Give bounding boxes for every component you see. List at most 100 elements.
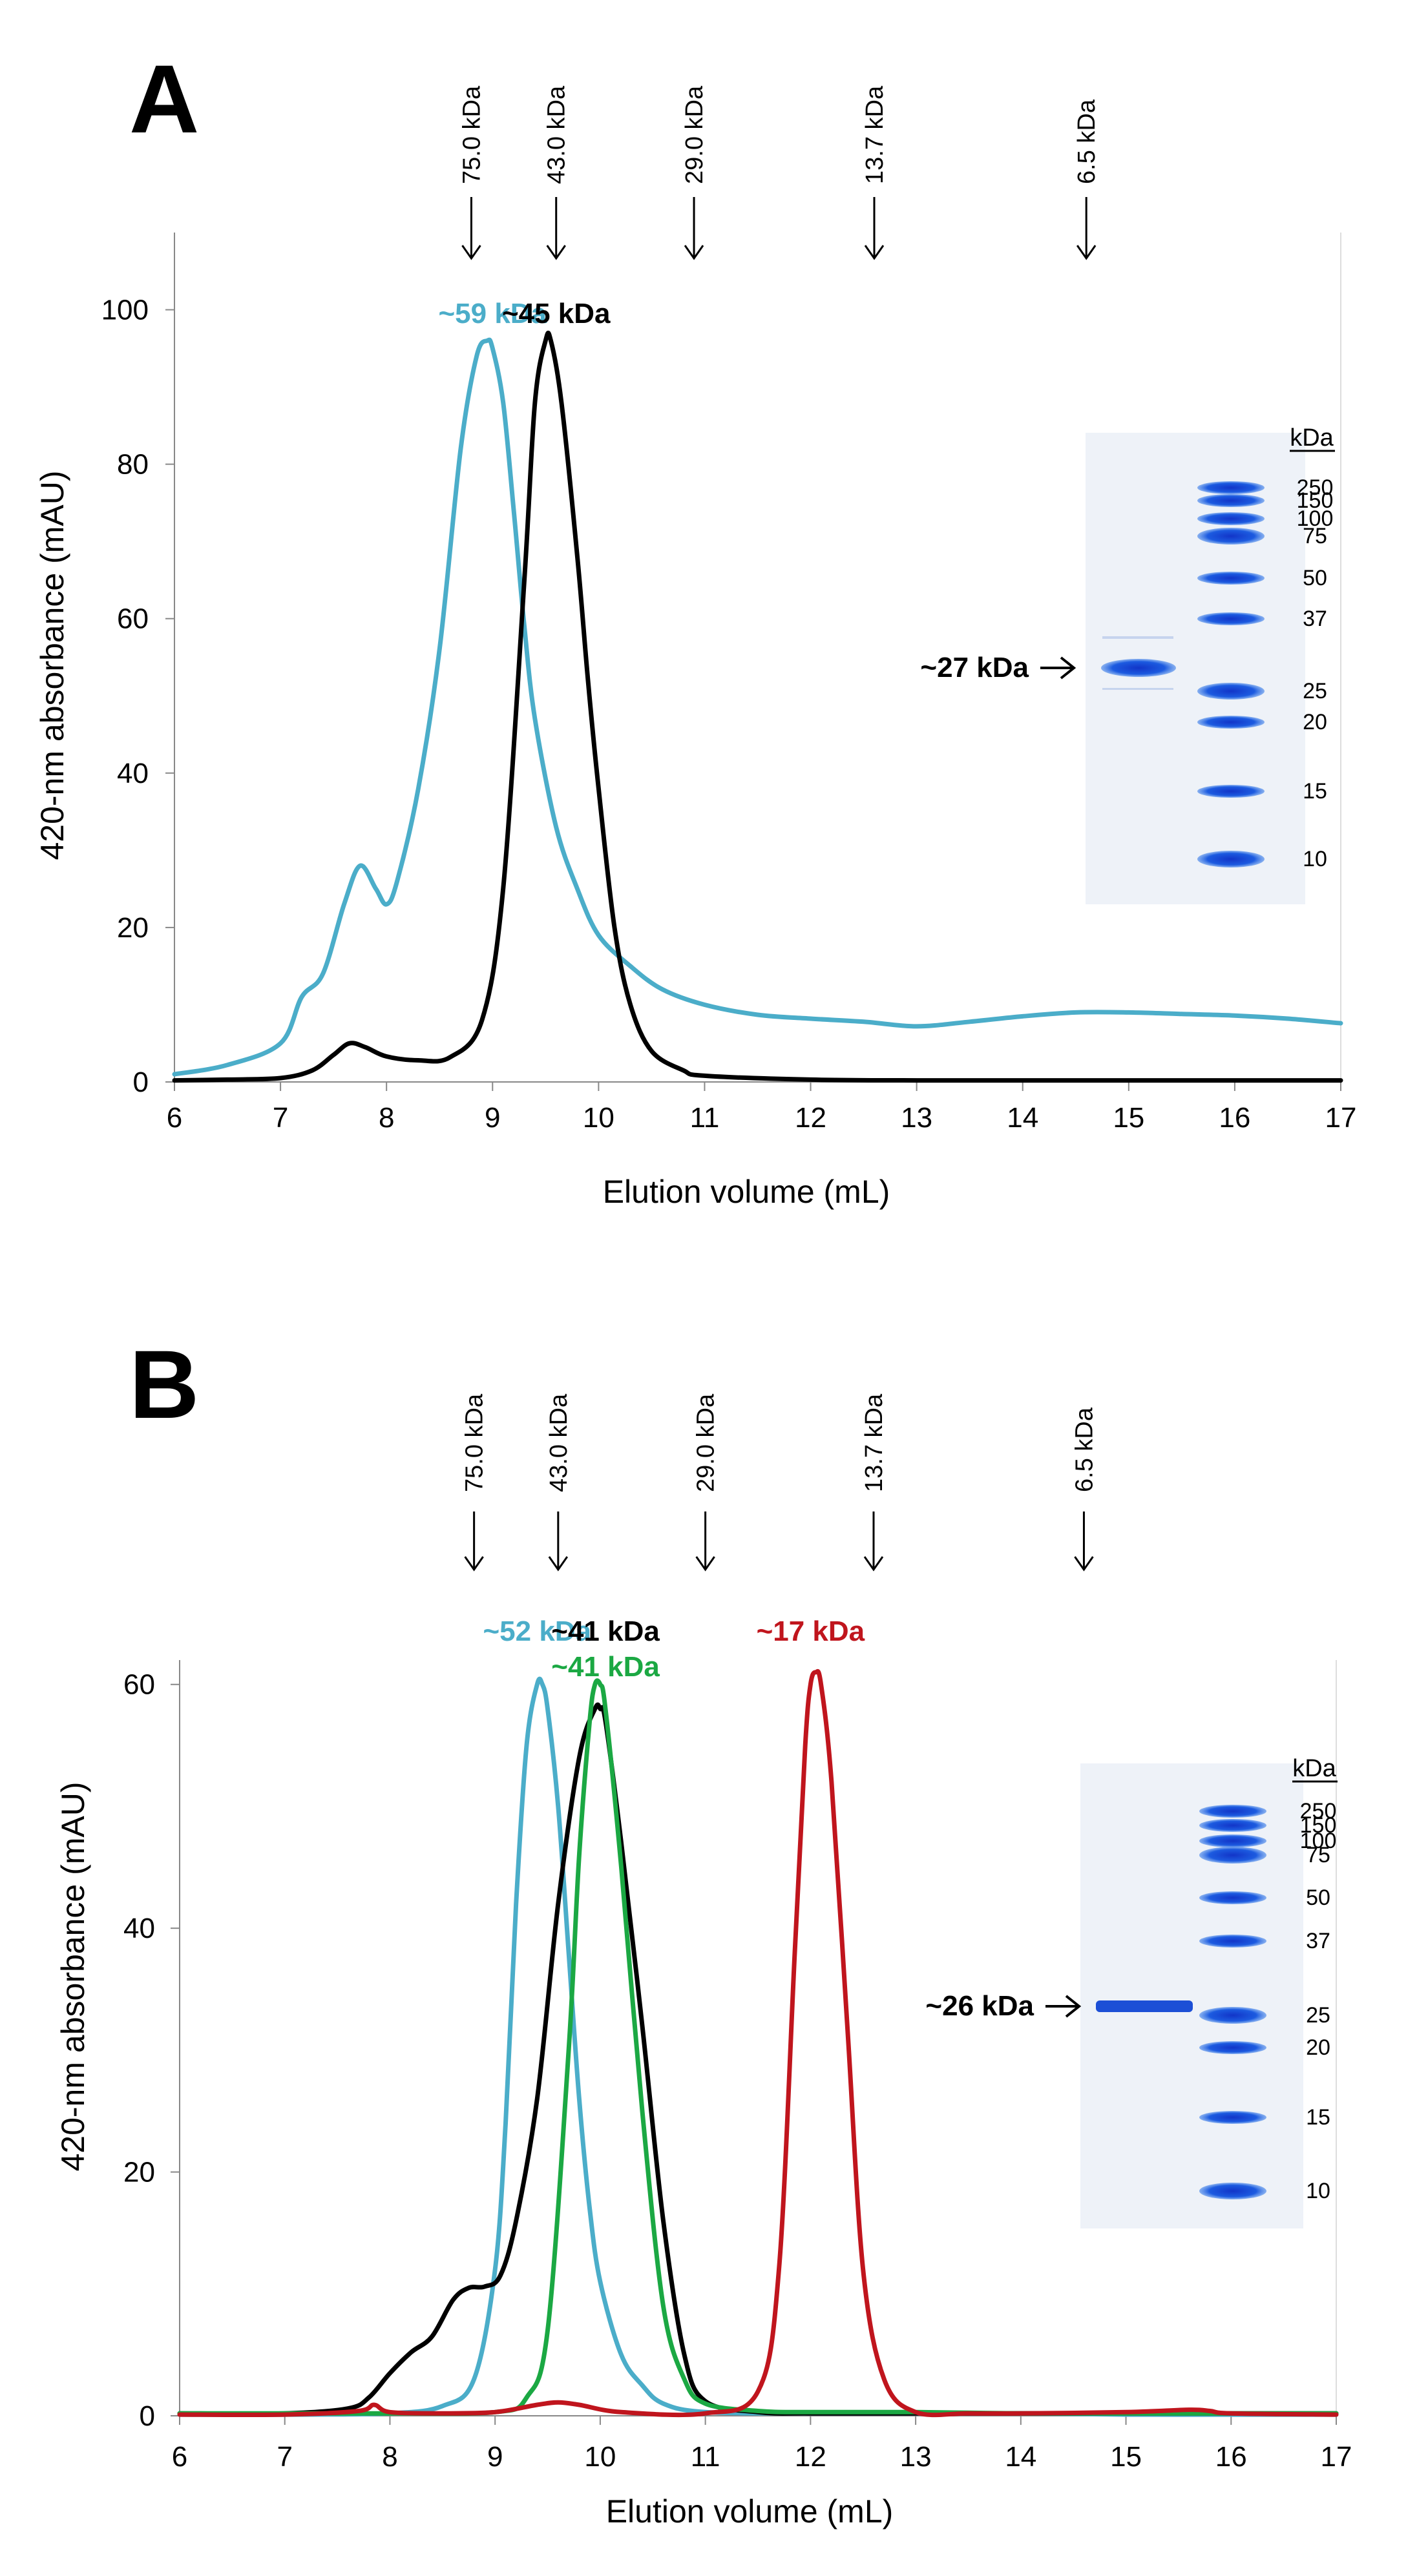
ladder-label: 100	[1297, 506, 1334, 531]
ladder-label: 250	[1300, 1799, 1337, 1823]
x-tick-label: 9	[485, 1102, 500, 1134]
gel-faint-band	[1102, 688, 1173, 690]
x-tick-label: 13	[900, 2441, 932, 2473]
ladder-label: 15	[1306, 2105, 1330, 2130]
ladder-label: 250	[1297, 475, 1334, 500]
x-tick-label: 10	[583, 1102, 614, 1134]
ladder-band	[1197, 528, 1265, 545]
panel-a-size-markers: 75.0 kDa 43.0 kDa 29.0 kDa 13.7 kDa 6.5 kDa	[458, 85, 1100, 260]
y-tick-label: 20	[123, 2157, 155, 2188]
y-tick-label: 0	[133, 1066, 149, 1098]
ladder-band	[1197, 716, 1265, 729]
ladder-band	[1199, 1847, 1266, 1864]
series-line	[177, 1678, 1339, 2416]
gel-kda-title: kDa	[1290, 424, 1334, 452]
ladder-label: 37	[1303, 607, 1327, 631]
x-tick-label: 7	[277, 2441, 292, 2473]
x-tick-label: 9	[487, 2441, 503, 2473]
ladder-label: 10	[1303, 847, 1327, 871]
size-marker-label: 29.0 kDa	[693, 1393, 720, 1492]
ladder-label: 10	[1306, 2179, 1330, 2203]
peak-label: ~59 kDa	[438, 298, 547, 329]
ladder-label: 25	[1306, 2003, 1330, 2028]
ladder-label: 75	[1303, 524, 1327, 548]
series-line	[177, 1668, 1339, 2418]
size-marker: 75.0 kDa	[461, 1393, 488, 1572]
ladder-band	[1199, 1891, 1266, 1904]
y-tick-label: 60	[117, 603, 149, 635]
size-marker: 29.0 kDa	[681, 85, 708, 260]
ladder-band	[1199, 2183, 1266, 2199]
y-tick-label: 80	[117, 449, 149, 481]
peak-label: ~45 kDa	[502, 298, 611, 329]
ladder-label: 20	[1306, 2035, 1330, 2060]
x-tick-label: 6	[172, 2441, 187, 2473]
size-marker-label: 13.7 kDa	[861, 85, 888, 184]
gel-sample-band	[1101, 659, 1176, 677]
peak-label: ~41 kDa	[551, 1651, 660, 1683]
panel-a-y-axis-label: 420-nm absorbance (mAU)	[34, 470, 70, 860]
size-marker: 43.0 kDa	[545, 1393, 572, 1572]
panel-b: B 6 7 8 9 10 11 12 13 14 15 16 17 0 20 40 60 75.0 kDa 43…	[55, 1330, 1352, 2529]
ladder-band	[1197, 785, 1265, 798]
size-marker-label: 75.0 kDa	[458, 85, 485, 184]
size-marker-label: 6.5 kDa	[1073, 99, 1100, 184]
ladder-band	[1199, 1805, 1266, 1818]
y-tick-label: 40	[123, 1913, 155, 1944]
size-marker-label: 13.7 kDa	[861, 1393, 888, 1492]
size-marker: 75.0 kDa	[458, 85, 485, 260]
ladder-band	[1197, 572, 1265, 585]
size-marker: 29.0 kDa	[693, 1393, 720, 1572]
ladder-label: 15	[1303, 779, 1327, 804]
x-tick-label: 11	[690, 1102, 720, 1134]
ladder-band	[1199, 1834, 1266, 1847]
arrow-down-head	[1074, 1556, 1094, 1572]
ladder-label: 37	[1306, 1929, 1330, 1953]
arrow-down-head	[695, 1556, 715, 1572]
arrow-right-icon	[1040, 656, 1076, 680]
ladder-label: 75	[1306, 1843, 1330, 1867]
arrow-down-head	[863, 1556, 884, 1572]
ladder-band	[1199, 2041, 1266, 2054]
ladder-band	[1197, 851, 1265, 867]
ladder-label: 20	[1303, 710, 1327, 734]
ladder-band	[1199, 2111, 1266, 2124]
panel-a: A 6 7 8 9 10 11 12 13 14 15 16 17 0 20 40 60 80 100 75.0 …	[34, 45, 1356, 1210]
ladder-band	[1197, 612, 1265, 625]
size-marker: 6.5 kDa	[1071, 1407, 1098, 1572]
ladder-label: 50	[1303, 566, 1327, 590]
peak-label: ~52 kDa	[483, 1615, 591, 1647]
y-tick-label: 100	[101, 295, 149, 326]
ladder-band	[1197, 512, 1265, 525]
x-tick-label: 7	[273, 1102, 288, 1134]
size-marker-label: 43.0 kDa	[545, 1393, 572, 1492]
gel-kda-title: kDa	[1292, 1755, 1336, 1782]
x-tick-label: 6	[167, 1102, 182, 1134]
panel-b-y-axis-label: 420-nm absorbance (mAU)	[55, 1781, 91, 2171]
arrow-down-head	[548, 1556, 569, 1572]
x-tick-label: 12	[795, 2441, 826, 2473]
x-tick-label: 17	[1325, 1102, 1357, 1134]
x-tick-label: 13	[901, 1102, 932, 1134]
panel-b-size-markers: 75.0 kDa 43.0 kDa 29.0 kDa 13.7 kDa 6.5 kDa	[461, 1393, 1098, 1572]
arrow-down-head	[464, 1556, 484, 1572]
arrow-right-icon	[1045, 1995, 1082, 2018]
size-marker: 6.5 kDa	[1073, 99, 1100, 260]
series-line	[172, 337, 1343, 1077]
ladder-label: 100	[1300, 1829, 1337, 1853]
size-marker: 13.7 kDa	[861, 85, 888, 260]
gel-sample-band-label: ~27 kDa	[920, 652, 1029, 683]
ladder-label: 150	[1297, 488, 1334, 513]
y-tick-label: 0	[140, 2400, 155, 2432]
arrow-down-head	[684, 245, 704, 260]
panel-letter-a: A	[129, 45, 199, 153]
arrow-down-head	[461, 245, 481, 260]
x-tick-label: 14	[1007, 1102, 1038, 1134]
size-marker-label: 29.0 kDa	[681, 85, 708, 184]
ladder-band	[1197, 481, 1265, 494]
panel-b-series	[177, 1668, 1339, 2418]
